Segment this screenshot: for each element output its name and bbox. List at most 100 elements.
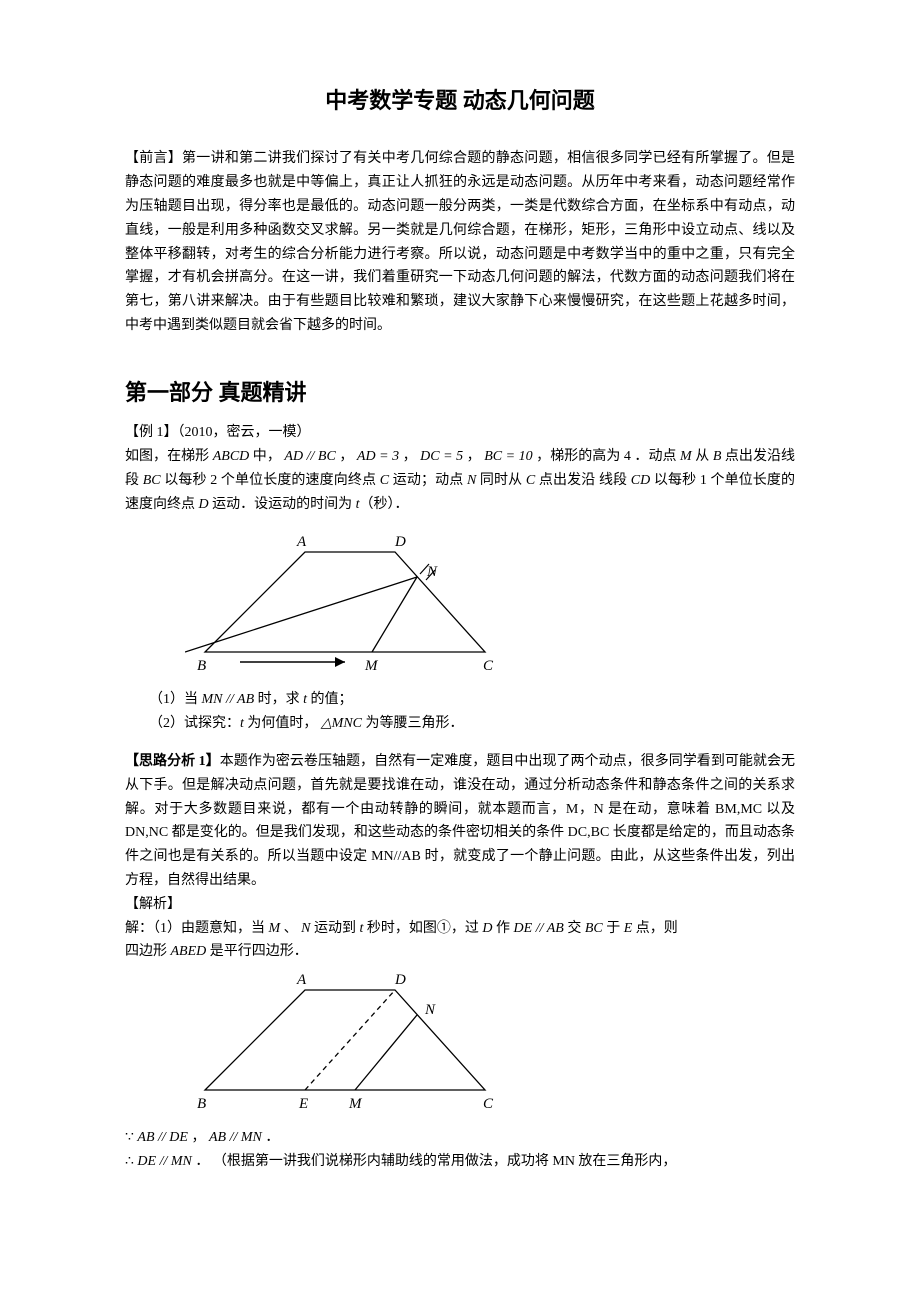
problem-text-3e: （秒）． (360, 497, 409, 512)
label-d: D (394, 534, 406, 550)
solution-label: 【解析】 (125, 893, 795, 917)
figure-1: A D N B M C (185, 522, 795, 682)
trapezoid-figure-2: A D N B E M C (185, 970, 515, 1120)
label2-b: B (197, 1096, 206, 1112)
section-heading: 第一部分 真题精讲 (125, 374, 795, 411)
example-reference: 【例 1】（2010，密云，一模） (125, 421, 795, 445)
problem-text-2g: 点出发沿 (535, 473, 595, 488)
problem-text-3c: 运动．设运动的时间为 (209, 497, 356, 512)
problem-text-2a: 从 (695, 449, 713, 464)
bc1-abde: AB // DE (137, 1130, 188, 1145)
var-c2: C (526, 473, 535, 488)
problem-text-b: 中， (249, 449, 284, 464)
segment-mn-2 (355, 1015, 417, 1090)
q2-b: 为何值时， (244, 716, 321, 731)
var-adbc: AD // BC (284, 449, 335, 464)
problem-text-e: ， (463, 449, 484, 464)
var-m: M (680, 449, 692, 464)
bc1-c: ． (262, 1130, 280, 1145)
analysis-body: 本题作为密云卷压轴题，自然有一定难度，题目中出现了两个动点，很多同学看到可能就会… (125, 754, 795, 888)
sol1-dpt: D (482, 921, 492, 936)
label2-m: M (348, 1096, 363, 1112)
solution-line-1: 解：（1）由题意知，当 M 、 N 运动到 t 秒时，如图①，过 D 作 DE … (125, 917, 795, 941)
sol1-c: 运动到 (311, 921, 360, 936)
solution-line-2: 四边形 ABED 是平行四边形． (125, 940, 795, 964)
label-b: B (197, 658, 206, 674)
label-c: C (483, 658, 494, 674)
problem-text-2d: 以每秒 2 个单位长度的速度向终点 (161, 473, 380, 488)
var-dc5: DC = 5 (420, 449, 463, 464)
problem-statement: 如图，在梯形 ABCD 中， AD // BC ， AD = 3 ， DC = … (125, 445, 795, 516)
bc2-a: ∴ (125, 1154, 137, 1169)
page-title: 中考数学专题 动态几何问题 (125, 82, 795, 119)
motion-arrow-head (335, 657, 345, 667)
label-m: M (364, 658, 379, 674)
bc2-b: ． （根据第一讲我们说梯形内辅助线的常用做法，成功将 MN 放在三角形内， (192, 1154, 677, 1169)
question-1: （1）当 MN // AB 时，求 t 的值； (149, 688, 795, 712)
problem-text-d: ， (399, 449, 420, 464)
q2-tri: △MNC (321, 716, 362, 731)
var-abcd: ABCD (213, 449, 250, 464)
bc2-demn: DE // MN (137, 1154, 191, 1169)
label2-n: N (424, 1002, 436, 1018)
therefore-line-1: ∴ DE // MN ． （根据第一讲我们说梯形内辅助线的常用做法，成功将 MN… (125, 1150, 795, 1174)
sol2-a: 四边形 (125, 944, 171, 959)
trapezoid-outline (205, 552, 485, 652)
q1-b: 时，求 (254, 692, 303, 707)
problem-text-f: ，梯形的高为 4 ．动点 (533, 449, 680, 464)
sol1-bc: BC (585, 921, 603, 936)
problem-text-a: 如图，在梯形 (125, 449, 213, 464)
sol1-ept: E (624, 921, 633, 936)
sol2-abed: ABED (171, 944, 207, 959)
sol1-b: 、 (280, 921, 301, 936)
sol1-m: M (269, 921, 281, 936)
sol1-deab: DE // AB (514, 921, 564, 936)
sol2-b: 是平行四边形． (206, 944, 308, 959)
q2-c: 为等腰三角形． (362, 716, 464, 731)
foreword-label: 【前言】 (125, 151, 182, 166)
label2-e: E (298, 1096, 308, 1112)
sol1-d: 秒时，如图①，过 (363, 921, 482, 936)
var-bc10: BC = 10 (484, 449, 532, 464)
problem-text-2f: 同时从 (476, 473, 526, 488)
dashed-de (305, 990, 395, 1090)
q1-mnab: MN // AB (202, 692, 255, 707)
label2-d: D (394, 972, 406, 988)
foreword-body: 第一讲和第二讲我们探讨了有关中考几何综合题的静态问题，相信很多同学已经有所掌握了… (125, 151, 795, 333)
var-c: C (380, 473, 389, 488)
q1-c: 的值； (307, 692, 353, 707)
sol1-n: N (301, 921, 310, 936)
sol1-f: 交 (564, 921, 585, 936)
q1-a: （1）当 (149, 692, 202, 707)
trapezoid-outline-2 (205, 990, 485, 1090)
label-n: N (426, 564, 438, 580)
problem-text-3a: 线段 (599, 473, 631, 488)
var-bc: BC (143, 473, 161, 488)
var-cd: CD (631, 473, 650, 488)
trapezoid-figure-1: A D N B M C (185, 522, 515, 682)
sol1-h: 点，则 (632, 921, 678, 936)
var-d: D (199, 497, 209, 512)
sol1-a: 解：（1）由题意知，当 (125, 921, 269, 936)
var-ad3: AD = 3 (357, 449, 399, 464)
q2-a: （2）试探究： (149, 716, 240, 731)
problem-text-2e: 运动；动点 (389, 473, 467, 488)
bc1-abmn: AB // MN (209, 1130, 262, 1145)
figure-2: A D N B E M C (185, 970, 795, 1120)
segment-mn (372, 577, 417, 652)
label-a: A (296, 534, 307, 550)
because-line-1: ∵ AB // DE ， AB // MN ． (125, 1126, 795, 1150)
sol1-e: 作 (493, 921, 514, 936)
var-n: N (467, 473, 476, 488)
foreword: 【前言】第一讲和第二讲我们探讨了有关中考几何综合题的静态问题，相信很多同学已经有… (125, 147, 795, 337)
analysis-block: 【思路分析 1】本题作为密云卷压轴题，自然有一定难度，题目中出现了两个动点，很多… (125, 750, 795, 893)
sol1-g: 于 (603, 921, 624, 936)
line-mn (185, 577, 417, 652)
bc1-b: ， (188, 1130, 209, 1145)
label2-c: C (483, 1096, 494, 1112)
label2-a: A (296, 972, 307, 988)
bc1-a: ∵ (125, 1130, 137, 1145)
analysis-label: 【思路分析 1】 (125, 754, 220, 769)
question-2: （2）试探究：t 为何值时， △MNC 为等腰三角形． (149, 712, 795, 736)
problem-text-c: ， (336, 449, 357, 464)
